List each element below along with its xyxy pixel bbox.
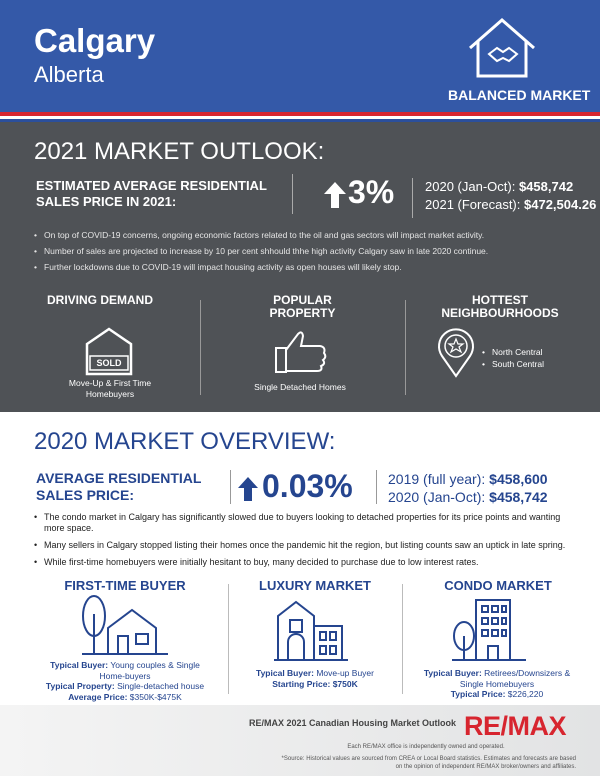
section-title: 2020 MARKET OVERVIEW: — [34, 428, 336, 455]
detail-value: $226,220 — [507, 689, 544, 699]
detail-label: Typical Buyer: — [423, 668, 482, 678]
column-title: LUXURY MARKET — [259, 578, 371, 593]
bullet: The condo market in Calgary has signific… — [34, 512, 574, 534]
footer-source: *Source: Historical values are sourced f… — [281, 756, 576, 770]
thumb-icon — [275, 331, 327, 373]
bullet: While first-time homebuyers were initial… — [34, 557, 574, 568]
neighbourhood: North Central — [482, 347, 544, 357]
figures: 2019 (full year): $458,600 2020 (Jan-Oct… — [388, 470, 548, 506]
logo: RE/MAX — [464, 711, 567, 741]
city: Calgary — [34, 22, 156, 59]
figure-label: 2020 (Jan-Oct): — [425, 179, 516, 194]
column-title: CONDO MARKET — [444, 578, 552, 593]
divider — [292, 174, 293, 214]
divider — [402, 584, 403, 694]
bullet: On top of COVID-19 concerns, ongoing eco… — [34, 230, 574, 240]
pin-icon — [438, 328, 474, 378]
detail-value: Move-up Buyer — [316, 668, 374, 678]
column-title: DRIVING DEMAND — [46, 293, 153, 307]
detail-label: Typical Buyer: — [256, 668, 314, 678]
change: 3% — [348, 174, 395, 210]
column-title: HOTTEST NEIGHBOURHOODS — [441, 293, 559, 320]
details: Typical Buyer: Move-up Buyer Starting Pr… — [238, 668, 392, 689]
figure-value: $458,600 — [489, 471, 548, 487]
detail-label: Typical Price: — [450, 689, 506, 699]
detail-label: Starting Price: — [272, 678, 331, 689]
figure-label: 2019 (full year): — [388, 471, 486, 487]
icon-text: SOLD — [96, 358, 122, 368]
figure-label: 2020 (Jan-Oct): — [388, 489, 486, 505]
detail: Average Price: $350K-$475K — [38, 692, 212, 703]
detail-label: Typical Property: — [45, 681, 115, 691]
figures: 2020 (Jan-Oct): $458,742 2021 (Forecast)… — [425, 178, 596, 214]
divider — [200, 300, 201, 395]
figure: 2021 (Forecast): $472,504.26 — [425, 196, 596, 214]
details: Typical Buyer: Young couples & Single Ho… — [38, 660, 212, 702]
house-icon — [82, 595, 168, 655]
neighbourhoods: North Central South Central — [482, 347, 544, 375]
figure-value: $458,742 — [518, 179, 574, 194]
figure-value: $472,504.26 — [524, 197, 597, 212]
column-title: FIRST-TIME BUYER — [64, 578, 186, 593]
header: Calgary Alberta BALANCED MARKET — [0, 0, 600, 112]
divider — [376, 470, 377, 504]
price-label: AVERAGE RESIDENTIAL SALES PRICE: — [36, 470, 202, 503]
divider — [412, 178, 413, 218]
bullet: Many sellers in Calgary stopped listing … — [34, 540, 574, 551]
outlook-section: 2021 MARKET OUTLOOK: ESTIMATED AVERAGE R… — [0, 122, 600, 412]
footer-note: Each RE/MAX office is independently owne… — [347, 744, 505, 750]
detail-label: Average Price: — [68, 691, 128, 702]
figure: 2019 (full year): $458,600 — [388, 470, 548, 488]
details: Typical Buyer: Retirees/Downsizers & Sin… — [412, 668, 582, 700]
detail: Typical Buyer: Retirees/Downsizers & Sin… — [412, 668, 582, 689]
province: Alberta — [34, 62, 104, 87]
luxury-icon — [274, 600, 348, 661]
bullet: Further lockdowns due to COVID-19 will i… — [34, 262, 574, 272]
figure-label: 2021 (Forecast): — [425, 197, 521, 212]
detail-value: Single-detached house — [117, 681, 205, 691]
column-title: POPULAR PROPERTY — [269, 293, 336, 320]
change: 0.03% — [262, 468, 353, 504]
divider — [405, 300, 406, 395]
condo-icon — [452, 599, 526, 661]
detail: Starting Price: $750K — [238, 679, 392, 690]
detail-value: Young couples & Single Home-buyers — [99, 660, 200, 681]
section-title: 2021 MARKET OUTLOOK: — [34, 138, 325, 165]
detail: Typical Price: $226,220 — [412, 689, 582, 700]
caption: Single Detached Homes — [254, 382, 346, 392]
figure: 2020 (Jan-Oct): $458,742 — [425, 178, 596, 196]
badge: BALANCED MARKET — [448, 87, 591, 103]
stripes — [0, 112, 600, 122]
house-icon — [469, 18, 535, 78]
detail-value: $350K-$475K — [129, 691, 182, 702]
caption: Move-Up & First Time Homebuyers — [68, 378, 152, 399]
figure-value: $458,742 — [489, 489, 548, 505]
detail: Typical Property: Single-detached house — [38, 681, 212, 692]
detail-value: $750K — [332, 678, 358, 689]
sold-icon — [85, 327, 133, 376]
detail-label: Typical Buyer: — [50, 660, 109, 670]
neighbourhood: South Central — [482, 359, 544, 369]
divider — [230, 470, 231, 504]
price-label: ESTIMATED AVERAGE RESIDENTIAL SALES PRIC… — [36, 178, 267, 209]
footer: RE/MAX 2021 Canadian Housing Market Outl… — [0, 705, 600, 776]
divider — [228, 584, 229, 694]
detail: Typical Buyer: Young couples & Single Ho… — [38, 660, 212, 681]
overview-section: 2020 MARKET OVERVIEW: AVERAGE RESIDENTIA… — [0, 412, 600, 705]
bullet: Number of sales are projected to increas… — [34, 246, 574, 256]
footer-title: RE/MAX 2021 Canadian Housing Market Outl… — [248, 718, 456, 728]
detail: Typical Buyer: Move-up Buyer — [238, 668, 392, 679]
figure: 2020 (Jan-Oct): $458,742 — [388, 488, 548, 506]
detail-value: Retirees/Downsizers & Single Homebuyers — [459, 668, 571, 689]
bullets: On top of COVID-19 concerns, ongoing eco… — [34, 230, 574, 278]
bullets: The condo market in Calgary has signific… — [34, 512, 574, 574]
up-arrow — [238, 477, 258, 501]
up-arrow — [324, 182, 346, 208]
